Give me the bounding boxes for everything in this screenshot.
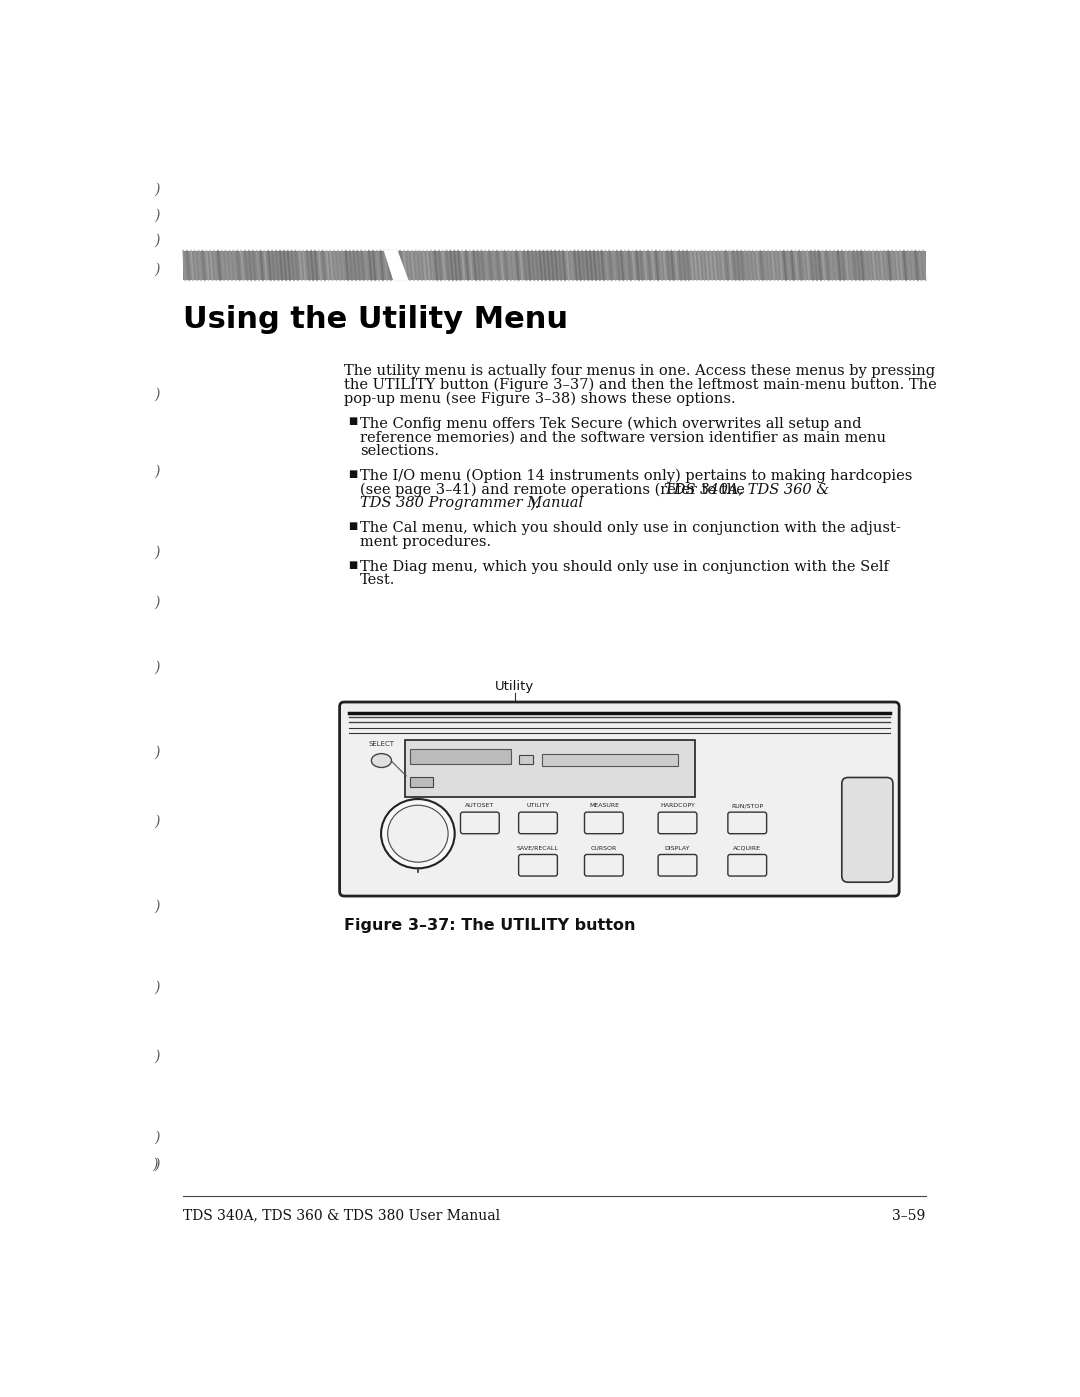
Text: The I/O menu (Option 14 instruments only) pertains to making hardcopies: The I/O menu (Option 14 instruments only… xyxy=(360,469,913,483)
FancyBboxPatch shape xyxy=(339,703,900,895)
Text: ).: ). xyxy=(530,496,541,510)
Text: Test.: Test. xyxy=(360,573,395,587)
Text: RUN/STOP: RUN/STOP xyxy=(731,803,764,809)
Text: ): ) xyxy=(154,465,160,479)
Text: Using the Utility Menu: Using the Utility Menu xyxy=(183,305,568,334)
Text: CURSOR: CURSOR xyxy=(591,845,617,851)
Text: ■: ■ xyxy=(348,469,357,479)
Bar xyxy=(183,251,926,279)
FancyBboxPatch shape xyxy=(518,812,557,834)
FancyBboxPatch shape xyxy=(841,778,893,882)
Text: ACQUIRE: ACQUIRE xyxy=(733,845,761,851)
Text: ■: ■ xyxy=(348,560,357,570)
Ellipse shape xyxy=(381,799,455,869)
FancyBboxPatch shape xyxy=(728,855,767,876)
FancyBboxPatch shape xyxy=(460,812,499,834)
FancyBboxPatch shape xyxy=(728,812,767,834)
Text: ): ) xyxy=(154,661,160,675)
Text: ): ) xyxy=(154,233,160,247)
Text: SELECT: SELECT xyxy=(368,740,394,746)
Text: ): ) xyxy=(154,388,160,402)
Bar xyxy=(410,777,433,788)
Text: selections.: selections. xyxy=(360,444,438,458)
Text: ■: ■ xyxy=(348,416,357,426)
Text: reference memories) and the software version identifier as main menu: reference memories) and the software ver… xyxy=(360,430,886,444)
Text: the UTILITY button (Figure 3–37) and then the leftmost main-menu button. The: the UTILITY button (Figure 3–37) and the… xyxy=(345,377,937,393)
FancyBboxPatch shape xyxy=(584,855,623,876)
Text: TDS 340A, TDS 360 &: TDS 340A, TDS 360 & xyxy=(663,482,828,496)
Text: ): ) xyxy=(154,208,160,222)
Text: DISPLAY: DISPLAY xyxy=(665,845,690,851)
Text: ): ) xyxy=(154,1130,160,1144)
Text: ): ) xyxy=(154,263,160,277)
Ellipse shape xyxy=(388,805,448,862)
Text: ment procedures.: ment procedures. xyxy=(360,535,491,549)
FancyBboxPatch shape xyxy=(405,740,694,796)
Bar xyxy=(410,749,511,764)
Text: TDS 380 Programmer Manual: TDS 380 Programmer Manual xyxy=(360,496,583,510)
Text: The Cal menu, which you should only use in conjunction with the adjust-: The Cal menu, which you should only use … xyxy=(360,521,901,535)
Text: ): ) xyxy=(152,1158,158,1172)
Text: ): ) xyxy=(154,182,160,196)
Text: AUTOSET: AUTOSET xyxy=(465,803,495,809)
Text: SAVE/RECALL: SAVE/RECALL xyxy=(517,845,559,851)
Text: HARDCOPY: HARDCOPY xyxy=(660,803,694,809)
Text: The Config menu offers Tek Secure (which overwrites all setup and: The Config menu offers Tek Secure (which… xyxy=(360,416,861,430)
Text: Figure 3–37: The UTILITY button: Figure 3–37: The UTILITY button xyxy=(345,918,636,933)
FancyBboxPatch shape xyxy=(658,855,697,876)
Text: ■: ■ xyxy=(348,521,357,531)
Bar xyxy=(518,756,532,764)
Text: MEASURE: MEASURE xyxy=(589,803,619,809)
Text: TDS 340A, TDS 360 & TDS 380 User Manual: TDS 340A, TDS 360 & TDS 380 User Manual xyxy=(183,1208,500,1222)
Text: Utility: Utility xyxy=(495,680,535,693)
Text: 3–59: 3–59 xyxy=(892,1208,926,1222)
Text: ): ) xyxy=(154,814,160,830)
Ellipse shape xyxy=(372,753,392,767)
Text: UTILITY: UTILITY xyxy=(526,803,550,809)
FancyBboxPatch shape xyxy=(518,855,557,876)
Polygon shape xyxy=(384,251,408,279)
Bar xyxy=(542,753,677,766)
Text: The Diag menu, which you should only use in conjunction with the Self: The Diag menu, which you should only use… xyxy=(360,560,889,574)
Text: ): ) xyxy=(154,900,160,914)
Text: The utility menu is actually four menus in one. Access these menus by pressing: The utility menu is actually four menus … xyxy=(345,365,935,379)
FancyBboxPatch shape xyxy=(658,812,697,834)
Text: ): ) xyxy=(154,981,160,995)
FancyBboxPatch shape xyxy=(584,812,623,834)
Text: ): ) xyxy=(154,746,160,760)
Text: ): ) xyxy=(154,1158,160,1172)
Text: ): ) xyxy=(154,595,160,609)
Text: ): ) xyxy=(154,546,160,560)
Text: pop-up menu (see Figure 3–38) shows these options.: pop-up menu (see Figure 3–38) shows thes… xyxy=(345,391,735,407)
Text: (see page 3–41) and remote operations (refer to the: (see page 3–41) and remote operations (r… xyxy=(360,482,750,497)
Text: ): ) xyxy=(154,1051,160,1065)
